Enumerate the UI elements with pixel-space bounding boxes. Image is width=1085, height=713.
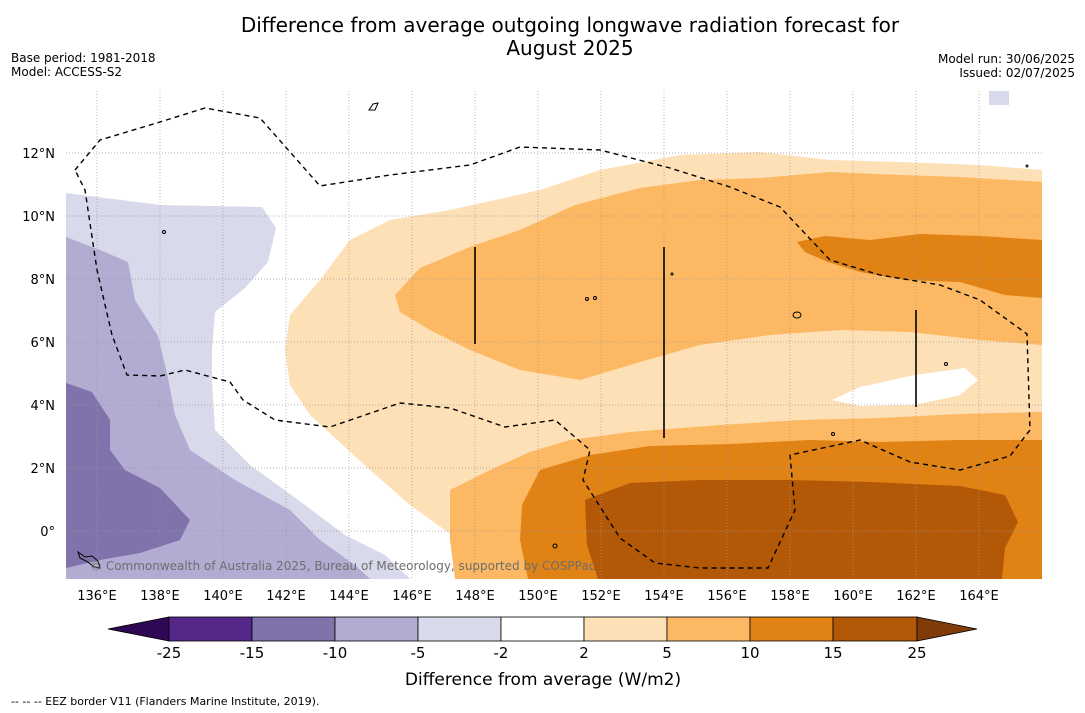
contour-patch-northeast: [989, 91, 1009, 105]
eez-border: [74, 107, 1031, 569]
y-tick-labels: 12°N 10°N 8°N 6°N 4°N 2°N 0°: [22, 147, 55, 540]
colorbar-segment: [500, 616, 585, 642]
x-tick-label: 136°E: [77, 589, 117, 604]
colorbar-tick: 10: [740, 644, 759, 662]
colorbar-segment: [666, 616, 751, 642]
colorbar-tick: -25: [157, 644, 182, 662]
x-tick-label: 142°E: [266, 589, 306, 604]
island-pohnpei: [792, 311, 802, 319]
colorbar-segment: [417, 616, 502, 642]
reference-bars: [474, 247, 917, 438]
y-tick-label: 0°: [40, 525, 55, 540]
colorbar: [107, 616, 978, 642]
map-title: Difference from average outgoing longwav…: [0, 14, 1085, 60]
colorbar-label: Difference from average (W/m2): [405, 670, 681, 690]
map-area: © Commonwealth of Australia 2025, Bureau…: [66, 91, 1042, 579]
model-run-text: Model run: 30/06/2025: [937, 52, 1075, 66]
title-line-1: Difference from average outgoing longwav…: [240, 13, 900, 37]
x-tick-label: 158°E: [770, 589, 810, 604]
graticule: [66, 91, 1042, 579]
base-period-text: Base period: 1981-2018: [11, 51, 156, 65]
model-text: Model: ACCESS-S2: [11, 65, 123, 79]
model-run-info: Model run: 30/06/2025 Issued: 02/07/2025: [938, 52, 1075, 80]
contour-pos-15-to-25: [585, 480, 1018, 579]
colorbar-tick-labels: -25 -15 -10 -5 -2 2 5 10 15 25: [157, 644, 927, 662]
colorbar-segment: [832, 616, 918, 642]
y-tick-label: 6°N: [31, 336, 56, 351]
x-tick-label: 146°E: [392, 589, 432, 604]
copyright-text: © Commonwealth of Australia 2025, Bureau…: [90, 559, 595, 573]
x-tick-label: 164°E: [959, 589, 999, 604]
colorbar-tick: 5: [662, 644, 672, 662]
colorbar-segment: [583, 616, 668, 642]
x-tick-label: 156°E: [707, 589, 747, 604]
colorbar-extend-high: [916, 616, 978, 642]
x-tick-label: 138°E: [140, 589, 180, 604]
colorbar-tick: -5: [411, 644, 426, 662]
base-period-info: Base period: 1981-2018 Model: ACCESS-S2: [11, 51, 156, 79]
x-tick-label: 148°E: [455, 589, 495, 604]
colorbar-tick: 25: [907, 644, 926, 662]
colorbar-tick: 2: [579, 644, 589, 662]
island-coast: [77, 550, 101, 569]
contour-pos-10-to-15-north: [797, 234, 1042, 298]
x-tick-labels: 136°E 138°E 140°E 142°E 144°E 146°E 148°…: [77, 589, 999, 604]
contour-pos-5-to-10: [395, 172, 1042, 380]
colorbar-segment: [749, 616, 834, 642]
x-tick-label: 144°E: [329, 589, 369, 604]
islands: [77, 102, 1029, 569]
colorbar-tick: -2: [494, 644, 509, 662]
y-tick-label: 8°N: [31, 273, 56, 288]
title-line-2: August 2025: [506, 36, 634, 60]
contour-neg-10-to-15: [66, 383, 190, 568]
colorbar-tick: -10: [323, 644, 348, 662]
x-tick-label: 162°E: [896, 589, 936, 604]
y-tick-label: 10°N: [22, 210, 55, 225]
x-tick-label: 150°E: [518, 589, 558, 604]
colorbar-segment: [168, 616, 253, 642]
y-tick-label: 2°N: [31, 462, 56, 477]
colorbar-tick: -15: [240, 644, 265, 662]
island-guam: [368, 102, 379, 111]
y-tick-label: 12°N: [22, 147, 55, 162]
y-tick-label: 4°N: [31, 399, 56, 414]
x-tick-label: 160°E: [833, 589, 873, 604]
contour-below-2-island: [832, 368, 978, 406]
x-tick-label: 152°E: [581, 589, 621, 604]
colorbar-segment: [334, 616, 419, 642]
issued-text: Issued: 02/07/2025: [959, 66, 1075, 80]
colorbar-extend-low: [107, 616, 170, 642]
x-tick-label: 154°E: [644, 589, 684, 604]
x-tick-label: 140°E: [203, 589, 243, 604]
colorbar-tick: 15: [823, 644, 842, 662]
eez-footnote: -- -- -- EEZ border V11 (Flanders Marine…: [11, 695, 320, 708]
colorbar-segment: [251, 616, 336, 642]
